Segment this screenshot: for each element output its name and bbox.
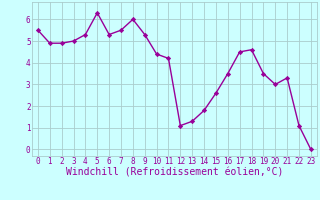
X-axis label: Windchill (Refroidissement éolien,°C): Windchill (Refroidissement éolien,°C): [66, 168, 283, 178]
